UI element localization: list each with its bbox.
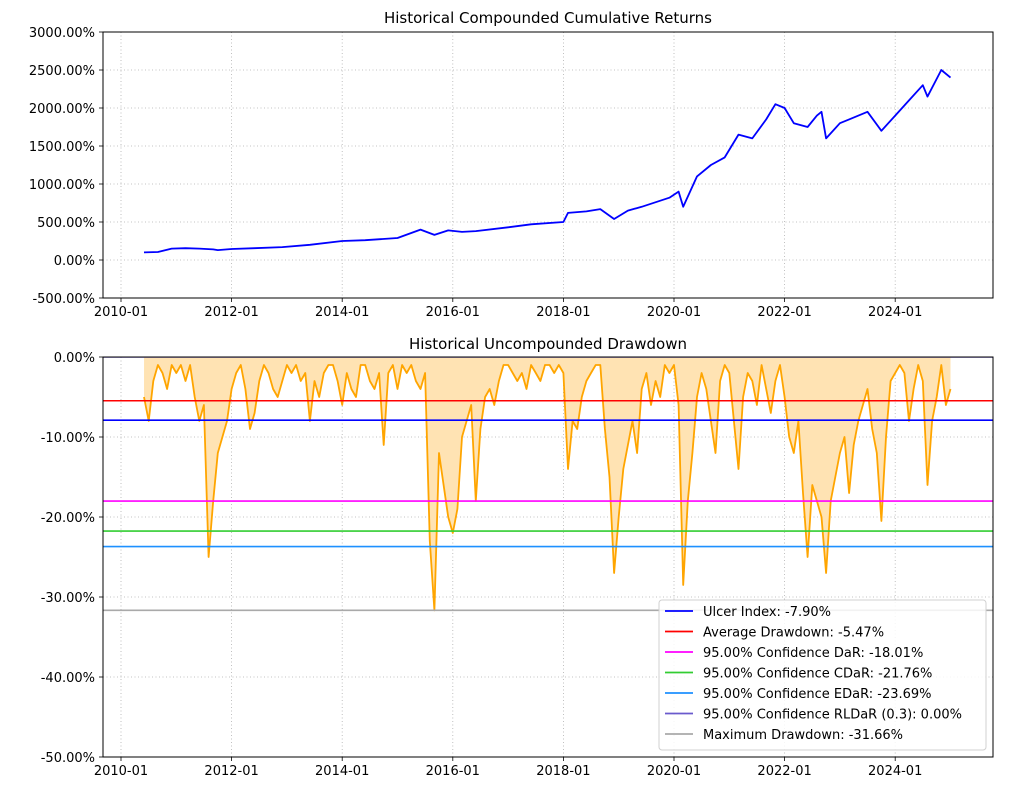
legend-item: Ulcer Index: -7.90%	[665, 605, 831, 620]
x-tick-label: 2010-01	[94, 764, 148, 779]
y-tick-label: -500.00%	[32, 292, 95, 307]
y-tick-label: 0.00%	[54, 351, 95, 366]
legend-label: Ulcer Index: -7.90%	[703, 605, 831, 620]
chart-title: Historical Uncompounded Drawdown	[409, 335, 687, 353]
y-tick-label: 2000.00%	[29, 102, 95, 117]
legend-label: 95.00% Confidence DaR: -18.01%	[703, 646, 923, 661]
x-tick-label: 2022-01	[757, 305, 811, 320]
plot-area	[103, 357, 993, 612]
legend-item: 95.00% Confidence EDaR: -23.69%	[665, 687, 932, 702]
y-tick-label: -10.00%	[41, 431, 95, 446]
x-tick-label: 2022-01	[757, 764, 811, 779]
legend-item: 95.00% Confidence CDaR: -21.76%	[665, 667, 932, 682]
plot-area	[143, 69, 952, 254]
x-tick-label: 2016-01	[426, 305, 480, 320]
y-tick-label: 3000.00%	[29, 26, 95, 41]
y-tick-label: 0.00%	[54, 254, 95, 269]
legend-label: Average Drawdown: -5.47%	[703, 626, 884, 641]
cumulative-returns-chart: 2010-01 2012-01 2014-01 2016-01 2018-01 2020-…	[29, 9, 994, 320]
x-tick-label: 2020-01	[647, 305, 701, 320]
x-tick-label: 2014-01	[315, 764, 369, 779]
legend-label: Maximum Drawdown: -31.66%	[703, 728, 903, 743]
x-tick-label: 2012-01	[204, 764, 258, 779]
y-tick-label: 500.00%	[37, 216, 95, 231]
y-tick-label: -40.00%	[41, 671, 95, 686]
drawdown-area	[144, 357, 951, 611]
cumulative-returns-line	[143, 69, 952, 254]
axes-frame	[102, 31, 994, 299]
x-tick-label: 2014-01	[315, 305, 369, 320]
chart-title: Historical Compounded Cumulative Returns	[384, 9, 712, 27]
x-tick-label: 2024-01	[868, 764, 922, 779]
legend-label: 95.00% Confidence RLDaR (0.3): 0.00%	[703, 708, 962, 723]
legend-label: 95.00% Confidence EDaR: -23.69%	[703, 687, 932, 702]
x-tick-label: 2024-01	[868, 305, 922, 320]
x-tick-label: 2018-01	[536, 305, 590, 320]
drawdown-chart: 2010-01 2012-01 2014-01 2016-01 2018-01 2020-…	[41, 335, 994, 779]
legend-item: 95.00% Confidence DaR: -18.01%	[665, 646, 923, 661]
y-tick-label: -50.00%	[41, 751, 95, 766]
legend-item: Maximum Drawdown: -31.66%	[665, 728, 903, 743]
legend: Ulcer Index: -7.90% Average Drawdown: -5.…	[658, 599, 987, 751]
x-tick-label: 2020-01	[647, 764, 701, 779]
y-tick-label: -30.00%	[41, 591, 95, 606]
legend-item: Average Drawdown: -5.47%	[665, 626, 884, 641]
x-tick-label: 2018-01	[536, 764, 590, 779]
x-tick-label: 2010-01	[94, 305, 148, 320]
drawdown-line	[143, 364, 952, 612]
axes-frame	[102, 356, 994, 758]
legend-item: 95.00% Confidence RLDaR (0.3): 0.00%	[665, 708, 962, 723]
legend-label: 95.00% Confidence CDaR: -21.76%	[703, 667, 932, 682]
legend-frame	[658, 599, 987, 751]
x-tick-label: 2012-01	[204, 305, 258, 320]
y-tick-label: 2500.00%	[29, 64, 95, 79]
y-tick-label: -20.00%	[41, 511, 95, 526]
y-tick-label: 1500.00%	[29, 140, 95, 155]
y-tick-label: 1000.00%	[29, 178, 95, 193]
x-tick-label: 2016-01	[426, 764, 480, 779]
